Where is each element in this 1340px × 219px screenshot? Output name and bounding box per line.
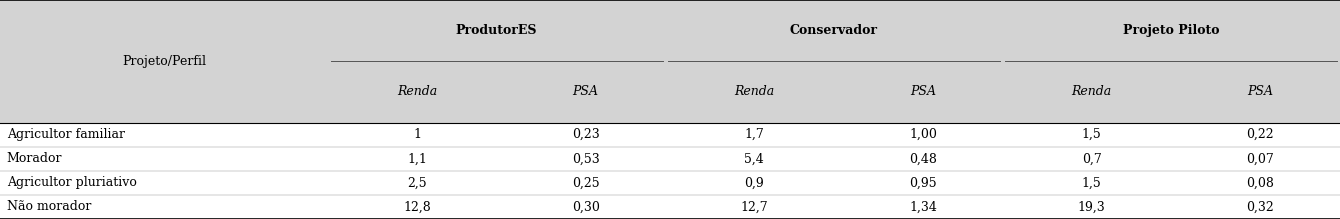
Text: Renda: Renda <box>397 85 437 99</box>
Text: 1,5: 1,5 <box>1081 176 1101 189</box>
Text: 1,1: 1,1 <box>407 152 427 165</box>
FancyBboxPatch shape <box>0 123 1340 147</box>
Text: Renda: Renda <box>734 85 775 99</box>
Text: 0,07: 0,07 <box>1246 152 1274 165</box>
Text: 0,32: 0,32 <box>1246 200 1274 214</box>
Text: 0,7: 0,7 <box>1081 152 1101 165</box>
FancyBboxPatch shape <box>0 0 1340 61</box>
Text: 0,95: 0,95 <box>910 176 937 189</box>
Text: 12,8: 12,8 <box>403 200 431 214</box>
Text: 0,48: 0,48 <box>909 152 937 165</box>
FancyBboxPatch shape <box>0 147 1340 171</box>
Text: Renda: Renda <box>1072 85 1112 99</box>
Text: PSA: PSA <box>572 85 599 99</box>
Text: 1,7: 1,7 <box>745 128 764 141</box>
Text: 0,08: 0,08 <box>1246 176 1274 189</box>
Text: 0,30: 0,30 <box>572 200 599 214</box>
Text: 1,5: 1,5 <box>1081 128 1101 141</box>
Text: 5,4: 5,4 <box>745 152 764 165</box>
Text: Agricultor familiar: Agricultor familiar <box>7 128 125 141</box>
Text: Não morador: Não morador <box>7 200 91 214</box>
Text: 0,25: 0,25 <box>572 176 599 189</box>
Text: 1: 1 <box>413 128 421 141</box>
Text: 1,34: 1,34 <box>909 200 937 214</box>
Text: Morador: Morador <box>7 152 62 165</box>
Text: 0,23: 0,23 <box>572 128 599 141</box>
Text: PSA: PSA <box>1248 85 1273 99</box>
Text: Projeto/Perfil: Projeto/Perfil <box>122 55 206 68</box>
Text: 0,9: 0,9 <box>745 176 764 189</box>
Text: Projeto Piloto: Projeto Piloto <box>1123 24 1219 37</box>
Text: PSA: PSA <box>910 85 937 99</box>
Text: 1,00: 1,00 <box>909 128 937 141</box>
Text: Conservador: Conservador <box>791 24 878 37</box>
FancyBboxPatch shape <box>0 61 1340 123</box>
Text: 0,53: 0,53 <box>572 152 599 165</box>
Text: 0,22: 0,22 <box>1246 128 1274 141</box>
Text: 12,7: 12,7 <box>741 200 768 214</box>
Text: 2,5: 2,5 <box>407 176 427 189</box>
Text: 19,3: 19,3 <box>1077 200 1106 214</box>
FancyBboxPatch shape <box>0 171 1340 195</box>
Text: Agricultor pluriativo: Agricultor pluriativo <box>7 176 137 189</box>
FancyBboxPatch shape <box>0 195 1340 219</box>
Text: ProdutorES: ProdutorES <box>456 24 537 37</box>
